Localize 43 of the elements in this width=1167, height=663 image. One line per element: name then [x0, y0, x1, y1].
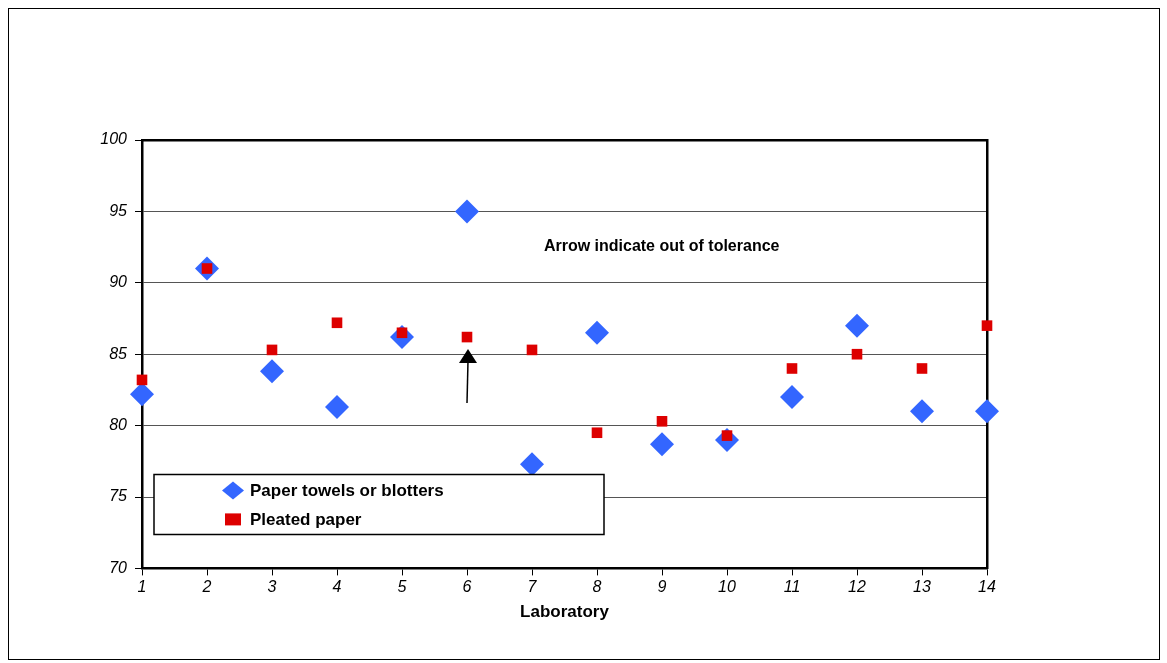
y-tick-label: 100 — [100, 130, 128, 148]
y-tick-label: 95 — [109, 201, 128, 219]
x-tick-label: 11 — [783, 578, 801, 596]
point — [656, 416, 668, 427]
point — [916, 363, 928, 374]
y-tick-label: 90 — [109, 273, 128, 291]
point — [786, 363, 798, 374]
x-tick-label: 8 — [592, 578, 602, 596]
point — [851, 348, 863, 360]
point — [650, 432, 674, 457]
point — [520, 452, 544, 477]
x-tick-label: 10 — [718, 578, 736, 596]
point — [130, 382, 154, 407]
legend-label: Paper towels or blotters — [250, 481, 444, 501]
x-tick-label: 1 — [137, 578, 147, 596]
x-tick-label: 12 — [848, 578, 866, 596]
x-tick-label: 5 — [397, 578, 407, 596]
point — [780, 385, 804, 410]
point — [260, 359, 284, 384]
y-tick-label: 85 — [109, 344, 128, 362]
y-tick-label: 70 — [109, 558, 128, 576]
point — [975, 399, 999, 424]
point — [331, 317, 343, 329]
point — [455, 199, 479, 224]
point — [910, 399, 934, 424]
point — [845, 313, 869, 338]
point — [591, 427, 603, 439]
x-tick-label: 3 — [267, 578, 277, 596]
y-tick-label: 75 — [109, 487, 128, 505]
x-tick-label: 4 — [332, 578, 342, 596]
x-tick-label: 7 — [527, 578, 538, 596]
y-tick-label: 80 — [109, 416, 128, 434]
point — [585, 320, 609, 345]
legend-label: Pleated paper — [250, 510, 362, 530]
x-tick-label: 2 — [201, 578, 212, 596]
point — [325, 395, 349, 420]
x-tick-label: 9 — [657, 578, 667, 596]
x-tick-label: 14 — [978, 578, 996, 596]
x-tick-label: 6 — [462, 578, 472, 596]
x-tick-label: 13 — [913, 578, 931, 596]
point — [981, 320, 993, 331]
annotation: Arrow indicate out of tolerance — [543, 237, 780, 255]
x-axis-title: Laboratory — [520, 602, 610, 622]
